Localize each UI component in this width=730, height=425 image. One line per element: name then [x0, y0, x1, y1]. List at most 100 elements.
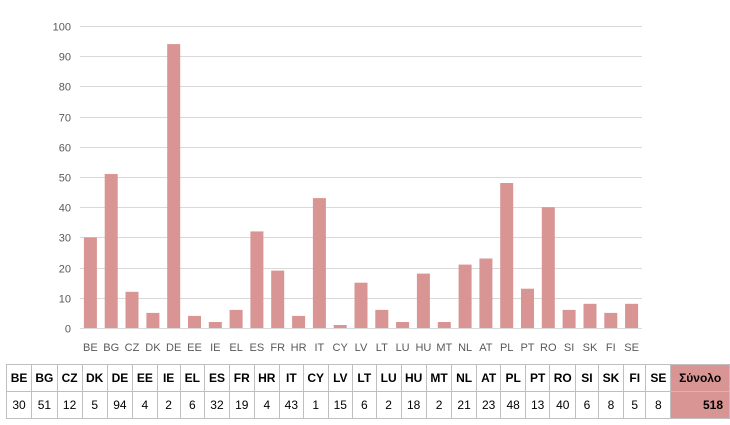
table-value-cell: 23 — [475, 391, 502, 419]
x-category-label: PT — [520, 342, 534, 354]
y-tick-label: 30 — [59, 233, 71, 245]
table-header-cell: EL — [179, 364, 206, 392]
table-header-cell: DK — [81, 364, 108, 392]
bar-cy — [333, 325, 347, 328]
bar-lv — [354, 282, 368, 328]
bar-mt — [437, 322, 451, 328]
table-value-cell: 18 — [400, 391, 427, 419]
bar-cz — [125, 291, 139, 328]
table-value-cell: 12 — [56, 391, 83, 419]
table-value-cell: 32 — [204, 391, 230, 419]
y-tick-label: 100 — [53, 22, 71, 34]
table-value-cell: 19 — [228, 391, 255, 419]
bar-fi — [604, 312, 618, 328]
x-category-label: IE — [210, 342, 220, 354]
y-tick-label: 40 — [59, 203, 71, 215]
table-value-cell: 43 — [279, 391, 304, 419]
bar-dk — [146, 312, 160, 328]
bar-hu — [416, 273, 430, 328]
table-header-cell: LU — [375, 364, 402, 392]
bar-de — [167, 44, 181, 328]
table-header-cell: BG — [31, 364, 58, 392]
bar-be — [83, 237, 97, 328]
x-category-label: FR — [270, 342, 285, 354]
x-category-label: LV — [355, 342, 368, 354]
x-category-label: SE — [624, 342, 639, 354]
table-value-cell: 1 — [302, 391, 329, 419]
x-category-label: MT — [436, 342, 452, 354]
x-category-label: ES — [250, 342, 265, 354]
x-category-label: HR — [291, 342, 307, 354]
bar-es — [250, 231, 264, 328]
table-header-cell: SE — [645, 364, 672, 392]
bar-el — [229, 309, 243, 328]
bar-pl — [500, 183, 514, 328]
table-header-row: BE BG CZ DK DE EE IE EL ES FR HR IT CY LV LT LU HU MT NL AT… — [5, 364, 730, 392]
table-header-cell: LT — [351, 364, 377, 392]
bar-sk — [583, 303, 597, 328]
y-tick-label: 20 — [59, 264, 71, 276]
table-value-cell: 6 — [575, 391, 599, 419]
bar-nl — [458, 264, 472, 328]
bar-se — [625, 303, 639, 328]
x-category-label: IT — [315, 342, 325, 354]
table-header-cell: IT — [279, 364, 304, 392]
table-header-cell: ES — [204, 364, 230, 392]
table-header-cell: HU — [400, 364, 427, 392]
table-header-cell: PT — [524, 364, 551, 392]
table-header-cell: EE — [131, 364, 158, 392]
bar-lt — [375, 309, 389, 328]
x-category-label: NL — [458, 342, 472, 354]
table-header-cell: AT — [475, 364, 502, 392]
table-value-cell: 8 — [645, 391, 672, 419]
bar-pt — [521, 288, 534, 328]
y-tick-label: 70 — [59, 113, 71, 125]
x-category-label: CZ — [125, 342, 140, 354]
table-value-cell: 2 — [375, 391, 402, 419]
y-tick-label: 10 — [59, 294, 71, 306]
data-table: BE BG CZ DK DE EE IE EL ES FR HR IT CY LV LT LU HU MT NL AT… — [5, 364, 730, 419]
table-value-cell: 13 — [524, 391, 551, 419]
table-header-cell: SK — [597, 364, 624, 392]
x-category-label: EE — [187, 342, 202, 354]
table-header-cell: NL — [451, 364, 477, 392]
bar-chart: 0 10 20 30 40 50 60 70 80 90 100 BE BG CZ DK DE EE IE EL E… — [53, 22, 642, 354]
x-category-label: EL — [229, 342, 242, 354]
total-value-cell: 518 — [670, 391, 730, 419]
x-category-label: DK — [145, 342, 161, 354]
x-category-label: PL — [500, 342, 513, 354]
table-header-cell: BE — [5, 364, 33, 392]
table-header-cell: HR — [253, 364, 281, 392]
x-category-label: FI — [606, 342, 616, 354]
bar-ee — [188, 315, 201, 328]
x-category-label: AT — [479, 342, 493, 354]
bar-lu — [396, 322, 410, 328]
table-header-cell: MT — [425, 364, 453, 392]
bar-ie — [208, 322, 222, 328]
table-value-cell: 5 — [81, 391, 108, 419]
x-category-label: RO — [540, 342, 557, 354]
table-header-cell: PL — [500, 364, 526, 392]
table-value-cell: 8 — [597, 391, 624, 419]
table-value-cell: 4 — [131, 391, 158, 419]
x-category-label: CY — [333, 342, 349, 354]
table-value-cell: 48 — [500, 391, 526, 419]
bar-hr — [292, 315, 306, 328]
bar-ro — [541, 207, 555, 328]
table-header-cell: CY — [302, 364, 329, 392]
table-value-cell: 94 — [106, 391, 133, 419]
table-value-cell: 2 — [425, 391, 453, 419]
bar-fr — [271, 270, 285, 328]
table-header-cell: CZ — [56, 364, 83, 392]
table-value-cell: 51 — [31, 391, 58, 419]
table-header-cell: DE — [106, 364, 133, 392]
table-value-row: 30 51 12 5 94 4 2 6 32 19 4 43 1 15 6 2 18 2 21 23 48 13 40 6 8 5… — [5, 391, 730, 419]
table-value-cell: 5 — [622, 391, 647, 419]
y-tick-label: 80 — [59, 82, 71, 94]
bar-it — [312, 198, 326, 328]
bar-bg — [104, 174, 118, 328]
y-tick-label: 50 — [59, 173, 71, 185]
x-category-label: LT — [376, 342, 388, 354]
table-header-cell: IE — [156, 364, 181, 392]
table-header-cell: FI — [622, 364, 647, 392]
